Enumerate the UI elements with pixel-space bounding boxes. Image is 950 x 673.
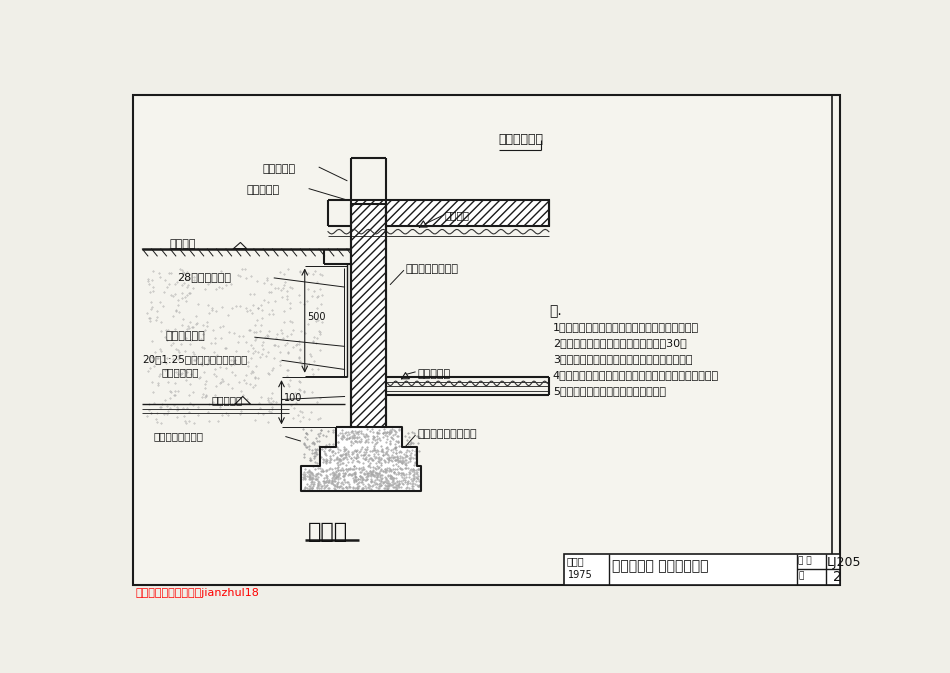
Text: 3地下层外墙脚手架不得负过，灰缝必须填满。: 3地下层外墙脚手架不得负过，灰缝必须填满。 [553,354,693,364]
Text: 4管道语层时应在层身预留孔洞，外墙抹前将管道安好。: 4管道语层时应在层身预留孔洞，外墙抹前将管道安好。 [553,370,719,380]
Text: 涂抹涂层二道: 涂抹涂层二道 [162,367,199,377]
Text: LJ205: LJ205 [827,556,862,569]
Text: 墅外地面: 墅外地面 [169,239,196,248]
Text: 设计最低地下水位: 设计最低地下水位 [154,431,203,441]
Text: 1地下层墙身厚度，详具体设计，基面详结构图。: 1地下层墙身厚度，详具体设计，基面详结构图。 [553,322,699,332]
Text: 2: 2 [833,571,842,584]
Text: 搅测地图: 搅测地图 [445,210,469,220]
Text: 28块土路备用垛: 28块土路备用垛 [177,272,231,282]
Text: 地下层地面: 地下层地面 [417,369,450,380]
Text: 涂瓷铺底层: 涂瓷铺底层 [212,395,243,405]
Text: 因墙面详具体设计: 因墙面详具体设计 [406,264,459,274]
Text: 5层基、层防潯层，做法详结构图示。: 5层基、层防潯层，做法详结构图示。 [553,386,666,396]
Text: 详具体设计: 详具体设计 [247,184,279,194]
Polygon shape [301,204,421,491]
Text: 100: 100 [284,394,302,403]
Text: 地垫做法详具体设计: 地垫做法详具体设计 [417,429,477,439]
Text: 页: 页 [798,571,804,580]
Text: 编 号: 编 号 [798,556,812,565]
Text: 砖墙身: 砖墙身 [308,522,348,542]
Text: 500: 500 [307,312,326,322]
Text: 20厚1:25层层砂浆，砌缝子一道: 20厚1:25层层砂浆，砌缝子一道 [142,354,247,364]
Bar [564,553,840,585]
Text: 楼板详结构图: 楼板详结构图 [499,133,543,146]
Text: 塗抖式防潯 层身及变形缝: 塗抖式防潯 层身及变形缝 [613,560,709,573]
Text: 1975: 1975 [568,571,593,581]
Bar [352,200,386,427]
Text: 更多资料加微信公众号jianzhul18: 更多资料加微信公众号jianzhul18 [136,588,259,598]
Text: 通用图: 通用图 [567,556,584,566]
Text: 垤土分垒备垛: 垤土分垒备垛 [165,331,205,341]
Text: 2外墙为乱石时，水泥砂层底厚度改为30。: 2外墙为乱石时，水泥砂层底厚度改为30。 [553,338,687,348]
Bar [386,200,549,225]
Text: 注.: 注. [549,304,561,318]
Text: 鈄身防潮层: 鈄身防潮层 [262,164,295,174]
